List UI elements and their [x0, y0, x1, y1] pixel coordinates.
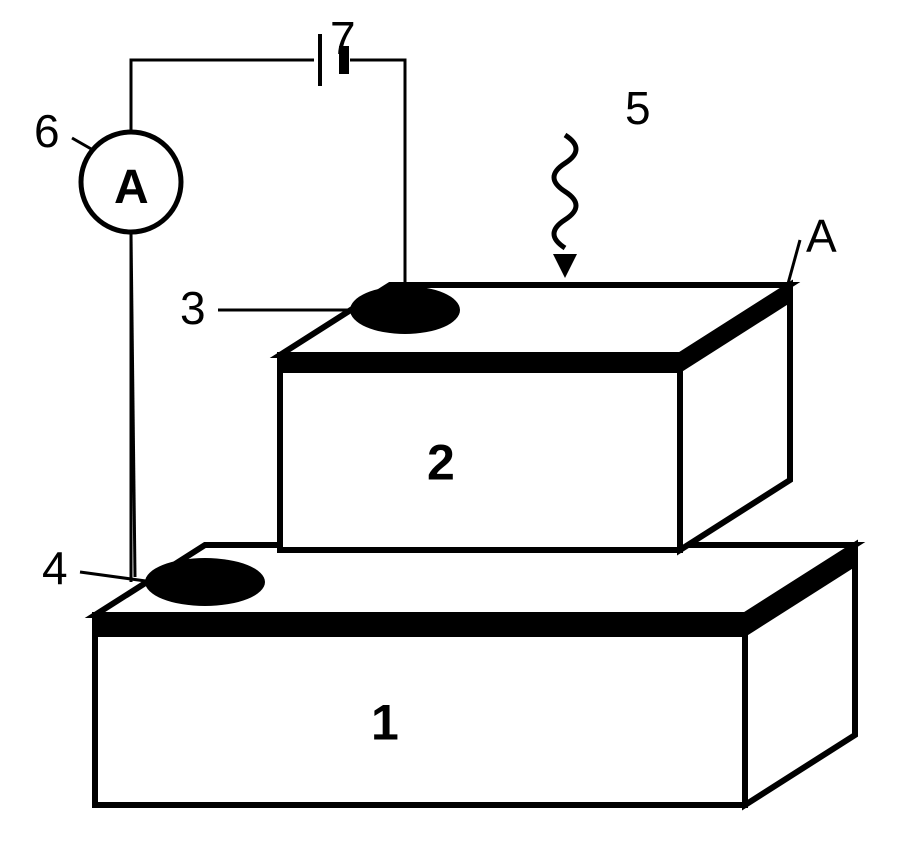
label-3: 3 [180, 282, 206, 334]
label-6: 6 [34, 105, 60, 157]
label-5: 5 [625, 82, 651, 134]
label-A_right: A [806, 210, 837, 262]
label-2: 2 [427, 435, 455, 491]
label-7: 7 [330, 12, 356, 64]
label-1: 1 [371, 695, 399, 751]
label-A_meter: A [114, 161, 149, 214]
label-4: 4 [42, 542, 68, 594]
